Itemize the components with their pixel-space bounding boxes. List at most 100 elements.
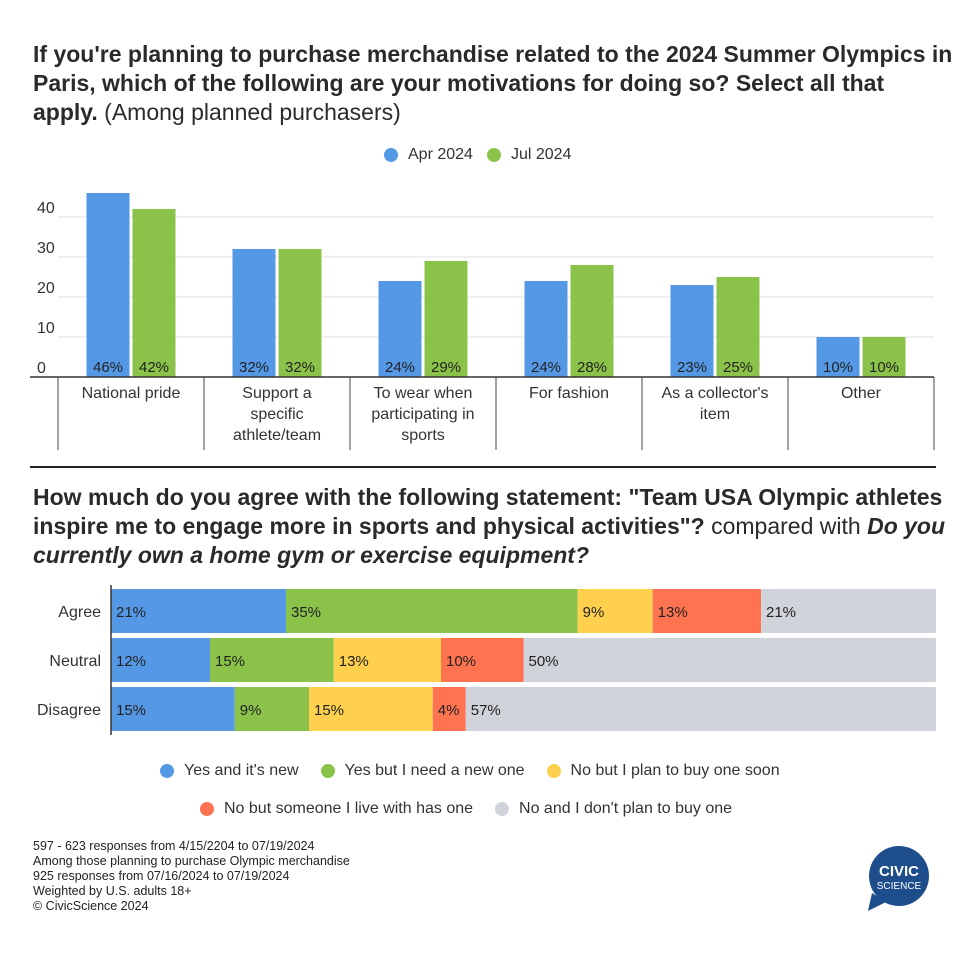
legend-label-jul: Jul 2024 bbox=[510, 146, 572, 163]
bar-value-label: 25% bbox=[723, 359, 753, 376]
top-legend: Apr 2024 Jul 2024 bbox=[384, 146, 585, 164]
bar-value-label: 10% bbox=[823, 359, 853, 376]
stacked-bar-chart: Agree 21% 35% 9% 13% 21% Neutral 12% 15% 13% 10% 50… bbox=[37, 585, 936, 735]
stack-segment bbox=[333, 638, 441, 682]
logo-circle bbox=[869, 846, 929, 906]
bar-value-label: 32% bbox=[285, 359, 315, 376]
note-line: Weighted by U.S. adults 18+ bbox=[33, 884, 192, 898]
legend-item-jul-2024: Jul 2024 bbox=[486, 146, 572, 164]
row-label: Disagree bbox=[37, 702, 101, 719]
legend-item-yes-need-new: Yes but I need a new one bbox=[320, 762, 525, 780]
bar-jul bbox=[132, 209, 176, 377]
top-title-note: (Among planned purchasers) bbox=[104, 99, 401, 125]
legend-item-someone-has: No but someone I live with has one bbox=[200, 800, 473, 818]
segment-value-label: 15% bbox=[116, 702, 146, 719]
stack-segment bbox=[761, 589, 936, 633]
bar-value-label: 10% bbox=[869, 359, 899, 376]
segment-value-label: 21% bbox=[116, 604, 146, 621]
stack-segment bbox=[111, 638, 210, 682]
bar-apr bbox=[86, 193, 130, 377]
stack-segment bbox=[652, 589, 761, 633]
y-tick-label: 40 bbox=[37, 200, 55, 217]
logo-text-civic: CIVIC bbox=[879, 863, 919, 880]
bar-value-label: 42% bbox=[139, 359, 169, 376]
note-line: © CivicScience 2024 bbox=[33, 899, 149, 913]
segment-value-label: 57% bbox=[471, 702, 501, 719]
legend-label-someone-has: No but someone I live with has one bbox=[224, 800, 474, 817]
y-tick-label: 0 bbox=[37, 360, 46, 377]
segment-value-label: 9% bbox=[240, 702, 262, 719]
section-divider bbox=[30, 466, 936, 468]
legend-swatch-jul bbox=[486, 148, 501, 162]
x-category-label: item bbox=[700, 406, 730, 423]
legend-swatch-apr bbox=[384, 148, 398, 162]
bar-jul bbox=[424, 261, 468, 377]
legend-item-plan-to-buy: No but I plan to buy one soon bbox=[546, 762, 780, 780]
y-tick-label: 10 bbox=[37, 320, 55, 337]
stack-segment bbox=[210, 638, 334, 682]
segment-value-label: 21% bbox=[766, 604, 796, 621]
bar-apr bbox=[232, 249, 276, 377]
bar-value-label: 46% bbox=[93, 359, 123, 376]
bar-jul bbox=[716, 277, 760, 377]
stack-segment bbox=[111, 589, 286, 633]
segment-value-label: 4% bbox=[438, 702, 460, 719]
legend-swatch-someone-has bbox=[200, 802, 214, 816]
stack-segment bbox=[465, 687, 936, 731]
stack-segment bbox=[234, 687, 309, 731]
stack-segment bbox=[309, 687, 433, 731]
bar-jul bbox=[570, 265, 614, 377]
x-category-label: Support a bbox=[242, 385, 311, 402]
stack-segment bbox=[286, 589, 578, 633]
row-label: Neutral bbox=[49, 653, 101, 670]
x-category-label: For fashion bbox=[529, 385, 609, 402]
segment-value-label: 12% bbox=[116, 653, 146, 670]
legend-label-yes-need-new: Yes but I need a new one bbox=[344, 762, 525, 779]
top-chart-title: If you're planning to purchase merchandi… bbox=[33, 40, 953, 127]
logo-text-science: SCIENCE bbox=[877, 881, 922, 892]
legend-item-apr-2024: Apr 2024 bbox=[384, 146, 473, 164]
logo-tail bbox=[868, 893, 886, 911]
bar-apr bbox=[378, 281, 422, 377]
legend-swatch-yes-need-new bbox=[320, 764, 335, 778]
legend-swatch-plan-to-buy bbox=[546, 764, 561, 778]
x-category-label: To wear when bbox=[374, 385, 473, 402]
bar-jul bbox=[862, 337, 906, 377]
stack-segment bbox=[523, 638, 936, 682]
x-category-label: National pride bbox=[82, 385, 181, 402]
segment-value-label: 50% bbox=[529, 653, 559, 670]
legend-label-apr: Apr 2024 bbox=[408, 146, 473, 163]
segment-value-label: 15% bbox=[314, 702, 344, 719]
top-title-bold: If you're planning to purchase merchandi… bbox=[33, 41, 953, 125]
segment-value-label: 35% bbox=[291, 604, 321, 621]
segment-value-label: 13% bbox=[339, 653, 369, 670]
segment-value-label: 13% bbox=[658, 604, 688, 621]
x-category-label: specific bbox=[250, 406, 303, 423]
bar-apr bbox=[524, 281, 568, 377]
legend-label-yes-new: Yes and it's new bbox=[184, 762, 299, 779]
legend-label-plan-to-buy: No but I plan to buy one soon bbox=[570, 762, 780, 779]
note-line: Among those planning to purchase Olympic… bbox=[33, 854, 350, 868]
legend-label-no-plan: No and I don't plan to buy one bbox=[519, 800, 733, 817]
source-notes: 597 - 623 responses from 4/15/2204 to 07… bbox=[33, 839, 350, 914]
bar-value-label: 32% bbox=[239, 359, 269, 376]
row-label: Agree bbox=[58, 604, 101, 621]
segment-value-label: 9% bbox=[583, 604, 605, 621]
legend-item-yes-new: Yes and it's new bbox=[160, 762, 299, 780]
stack-segment bbox=[111, 687, 235, 731]
bottom-title-bold: How much do you agree with the following… bbox=[33, 484, 943, 539]
bar-value-label: 24% bbox=[531, 359, 561, 376]
bottom-chart-title: How much do you agree with the following… bbox=[33, 483, 953, 570]
stack-segment bbox=[441, 638, 524, 682]
legend-swatch-no-plan bbox=[495, 802, 510, 816]
stack-segment bbox=[432, 687, 466, 731]
segment-value-label: 15% bbox=[215, 653, 245, 670]
bottom-legend-row-2: No but someone I live with has one No an… bbox=[200, 800, 746, 818]
bar-jul bbox=[278, 249, 322, 377]
x-category-label: sports bbox=[401, 427, 445, 444]
bottom-title-question: Do you currently own a home gym or exerc… bbox=[33, 513, 946, 568]
y-tick-label: 20 bbox=[37, 280, 55, 297]
civicscience-logo: CIVIC SCIENCE bbox=[868, 846, 929, 911]
x-category-label: participating in bbox=[371, 406, 474, 423]
stack-segment bbox=[577, 589, 653, 633]
